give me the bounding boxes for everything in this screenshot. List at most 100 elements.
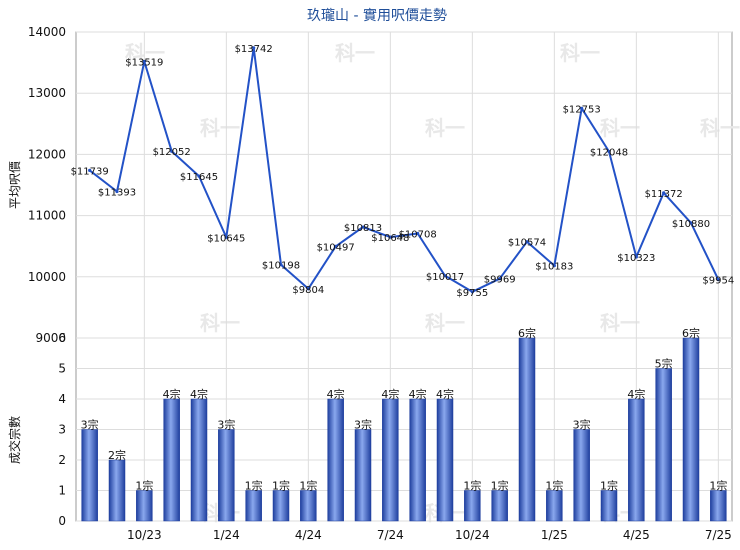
price-point	[552, 264, 556, 268]
volume-data-label: 6宗	[682, 326, 700, 340]
volume-data-label: 5宗	[655, 357, 673, 371]
x-tick-label: 4/24	[295, 528, 322, 542]
y-tick-label: 6	[58, 331, 66, 345]
volume-y-axis-label: 成交宗數	[7, 416, 22, 464]
volume-bar	[190, 398, 208, 522]
price-point	[306, 287, 310, 291]
volume-y-ticks: 0 1 2 3 4 5 6	[58, 331, 66, 528]
price-point	[689, 221, 693, 225]
volume-bar	[655, 368, 672, 522]
y-tick-label: 11000	[28, 209, 66, 223]
price-point	[334, 244, 338, 248]
price-plot-frame	[75, 31, 733, 339]
volume-bar	[600, 490, 618, 522]
price-point	[662, 191, 666, 195]
y-tick-label: 12000	[28, 147, 66, 161]
volume-data-label: 4宗	[190, 387, 208, 401]
price-point	[525, 240, 529, 244]
volume-bar	[682, 337, 700, 522]
price-data-label: $11372	[645, 189, 683, 200]
price-data-label: $11393	[98, 188, 136, 199]
y-tick-label: 9000	[35, 331, 66, 345]
watermark-text: 科一	[700, 116, 740, 140]
volume-bar	[710, 490, 727, 522]
y-tick-label: 10000	[28, 270, 66, 284]
volume-data-label: 4宗	[381, 387, 399, 401]
price-point	[170, 149, 174, 153]
volume-x-ticks: 10/23 1/24 4/24 7/24 10/24 1/25 4/25 7/25	[127, 528, 732, 542]
price-data-label: $12753	[563, 104, 601, 115]
price-data-label: $10648	[371, 233, 409, 244]
price-point	[416, 231, 420, 236]
volume-data-label: 4宗	[627, 387, 645, 401]
price-point	[115, 189, 119, 194]
volume-data-label: 2宗	[108, 448, 126, 462]
volume-bar	[272, 490, 290, 522]
price-data-label: $10323	[617, 253, 655, 264]
volume-bar	[573, 429, 590, 522]
volume-data-label: 1宗	[491, 479, 509, 493]
y-tick-label: 4	[58, 392, 66, 406]
volume-bars: 3宗 2宗 1宗 4宗 4宗 3宗 1宗 1宗 1宗 4宗 3宗 4宗 4宗 4宗 1宗 1宗 6宗 1宗 3宗 1宗…	[81, 326, 727, 522]
price-point	[443, 274, 447, 278]
price-data-label: $10574	[508, 238, 546, 249]
watermark-text: 科一	[560, 41, 600, 65]
volume-data-label: 1宗	[463, 479, 481, 493]
volume-data-label: 1宗	[545, 479, 563, 493]
volume-data-label: 1宗	[600, 479, 618, 493]
volume-bar	[245, 490, 262, 522]
volume-bar	[436, 398, 454, 522]
price-data-label: $10183	[535, 262, 573, 273]
price-data-label: $13519	[125, 57, 163, 68]
x-tick-label: 7/24	[377, 528, 404, 542]
y-tick-label: 2	[58, 453, 66, 467]
price-data-label: $11739	[71, 166, 109, 177]
price-point	[498, 277, 502, 281]
price-line	[89, 46, 720, 293]
price-point	[580, 106, 584, 110]
price-point	[88, 168, 92, 172]
volume-bar	[136, 490, 153, 522]
volume-bar	[218, 429, 235, 522]
price-series: $11739 $11393 $13519 $12052 $11645 $10645 $137…	[71, 44, 735, 299]
volume-data-label: 3宗	[81, 418, 99, 432]
price-point	[607, 149, 611, 154]
price-data-label: $13742	[235, 44, 273, 55]
price-data-label: $10017	[426, 272, 464, 283]
price-data-label: $9755	[456, 288, 488, 299]
volume-data-label: 3宗	[573, 418, 591, 432]
volume-data-label: 1宗	[272, 479, 290, 493]
price-point	[279, 263, 283, 267]
volume-bar	[300, 490, 317, 522]
price-point	[388, 235, 392, 239]
watermark-text: 科一	[335, 41, 375, 65]
y-tick-label: 13000	[28, 86, 66, 100]
watermark-text: 科一	[600, 116, 640, 140]
volume-data-label: 1宗	[135, 479, 153, 493]
volume-data-label: 1宗	[245, 479, 263, 493]
x-tick-label: 10/24	[455, 528, 490, 542]
price-point	[470, 290, 474, 294]
watermark-text: 科一	[200, 311, 240, 335]
volume-data-label: 4宗	[436, 387, 454, 401]
price-data-label: $12048	[590, 147, 628, 158]
y-tick-label: 1	[58, 484, 66, 498]
price-point	[224, 235, 228, 239]
price-data-label: $10198	[262, 261, 300, 272]
price-data-label: $10645	[207, 233, 245, 244]
volume-bar	[518, 337, 536, 522]
price-point	[252, 46, 256, 50]
watermark-text: 科一	[425, 311, 465, 335]
price-data-label: $10880	[672, 219, 710, 230]
price-point	[634, 255, 638, 259]
volume-bar	[491, 490, 508, 522]
x-tick-label: 1/25	[541, 528, 568, 542]
volume-bar	[81, 429, 98, 522]
volume-bar	[628, 398, 645, 522]
price-data-label: $9804	[292, 285, 324, 296]
volume-data-label: 4宗	[327, 387, 345, 401]
volume-bar	[163, 398, 180, 522]
volume-data-label: 3宗	[217, 418, 235, 432]
